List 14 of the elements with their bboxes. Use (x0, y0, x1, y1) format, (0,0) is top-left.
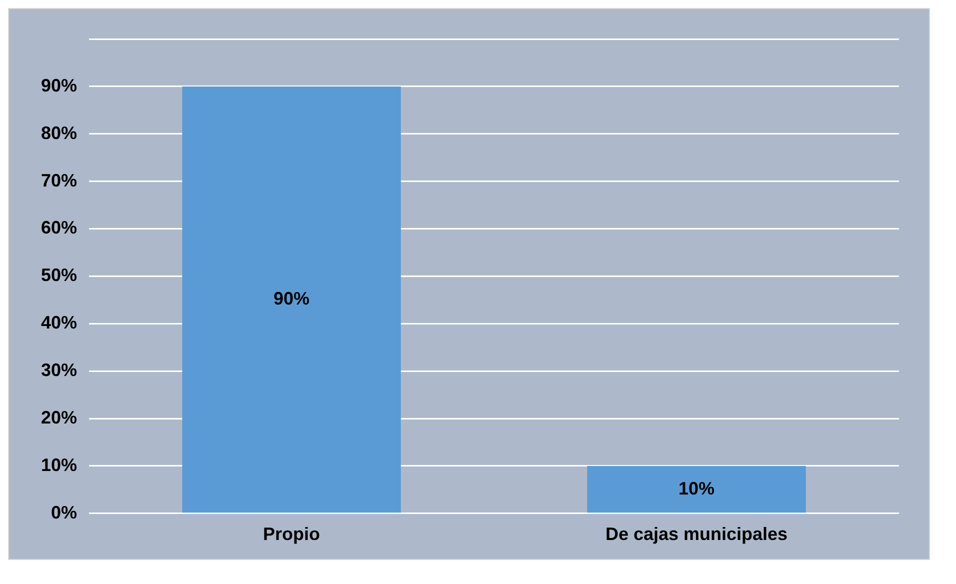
x-tick-label: Propio (263, 524, 320, 544)
data-label: 90% (274, 288, 310, 309)
y-tick-label: 20% (40, 407, 78, 428)
y-tick-label: 10% (40, 454, 78, 475)
y-tick-label: 90% (40, 75, 78, 96)
data-label: 10% (678, 478, 715, 498)
x-tick-label: De cajas municipales (605, 524, 788, 544)
y-tick-label: 30% (40, 360, 78, 380)
y-tick-label: 60% (40, 218, 78, 238)
y-tick-label: 0% (51, 502, 78, 522)
y-tick-label: 50% (40, 265, 78, 286)
y-tick-label: 80% (40, 122, 78, 143)
y-tick-label: 40% (40, 312, 78, 333)
y-tick-label: 70% (40, 170, 78, 190)
